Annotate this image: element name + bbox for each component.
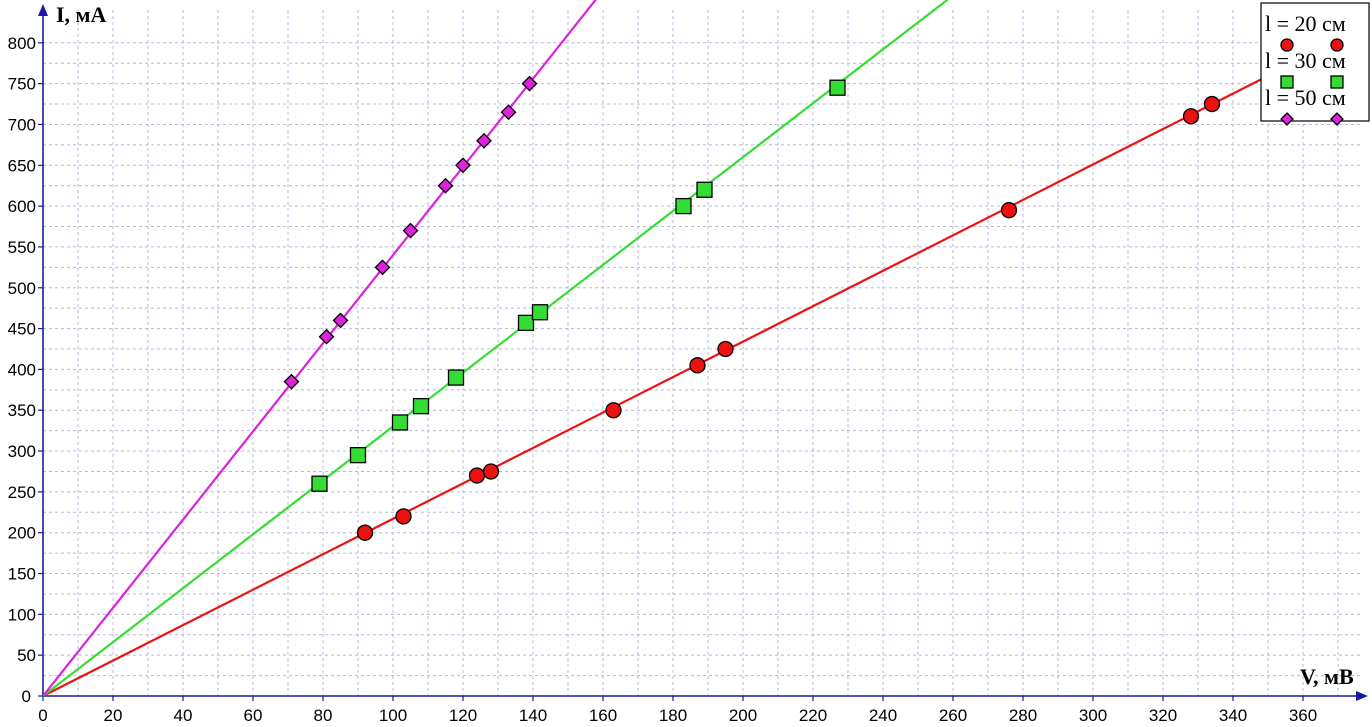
x-tick-label: 280	[1009, 706, 1037, 725]
x-tick-label: 240	[869, 706, 897, 725]
x-tick-label: 260	[939, 706, 967, 725]
x-tick-label: 60	[244, 706, 263, 725]
legend-marker-circle-icon	[1330, 38, 1344, 52]
data-point-series-3	[318, 328, 335, 345]
data-point-series-3	[374, 259, 391, 276]
x-tick-label: 40	[174, 706, 193, 725]
data-point-series-2	[696, 181, 713, 198]
x-axis-arrow-icon	[1356, 691, 1368, 701]
x-tick-label: 120	[449, 706, 477, 725]
y-tick-label: 150	[8, 565, 36, 584]
y-tick-label: 500	[8, 279, 36, 298]
data-point-series-1	[1000, 202, 1018, 219]
y-tick-label: 450	[8, 320, 36, 339]
legend-marker-diamond-icon	[1280, 112, 1294, 126]
y-tick-label: 700	[8, 115, 36, 134]
data-point-series-1	[717, 340, 734, 358]
data-point-series-3	[283, 373, 300, 390]
y-tick-label: 50	[17, 646, 36, 665]
data-point-series-1	[395, 508, 412, 525]
y-tick-label: 400	[8, 360, 36, 379]
data-points	[283, 75, 1221, 541]
data-point-series-2	[447, 369, 465, 386]
grid	[43, 10, 1362, 696]
y-tick-labels: 0 50 100 150 200 250 300 350 400 450 500 550 600 650 7…	[8, 34, 43, 706]
data-point-series-1	[1203, 95, 1221, 113]
legend-marker-diamond-icon	[1330, 112, 1344, 126]
data-point-series-1	[482, 463, 500, 480]
y-tick-label: 350	[8, 401, 36, 420]
y-tick-label: 300	[8, 442, 36, 461]
legend-marker-square-icon	[1280, 75, 1294, 89]
data-point-series-3	[402, 222, 419, 239]
data-point-series-2	[349, 446, 367, 464]
fit-line-series-3	[43, 0, 597, 696]
legend-label: l = 20 см	[1265, 11, 1346, 36]
legend: l = 20 см l = 30 см l = 50 см	[1260, 2, 1370, 126]
x-tick-label: 160	[589, 706, 617, 725]
data-point-series-2	[412, 397, 430, 415]
x-tick-label: 80	[314, 706, 333, 725]
y-tick-label: 200	[8, 524, 36, 543]
x-tick-labels: 0 20 40 60 80 100 120 140 160 180 200 220 240 260 280 3…	[38, 696, 1317, 725]
y-tick-label: 250	[8, 483, 36, 502]
fit-line-series-2	[43, 0, 949, 696]
data-point-series-2	[829, 79, 846, 96]
x-tick-label: 340	[1219, 706, 1247, 725]
x-tick-label: 140	[519, 706, 547, 725]
x-tick-label: 200	[729, 706, 757, 725]
data-point-series-3	[500, 104, 517, 121]
legend-label: l = 30 см	[1265, 48, 1346, 73]
data-point-series-2	[531, 304, 549, 321]
x-tick-label: 180	[659, 706, 687, 725]
data-point-series-3	[476, 132, 492, 149]
data-point-series-3	[332, 312, 349, 329]
legend-marker-square-icon	[1330, 75, 1344, 89]
data-point-series-1	[1182, 108, 1200, 125]
data-point-series-3	[521, 75, 538, 92]
data-point-series-1	[468, 467, 486, 484]
y-tick-label: 750	[8, 75, 36, 94]
y-tick-label: 0	[22, 687, 31, 706]
data-point-series-1	[605, 402, 622, 419]
x-tick-label: 100	[379, 706, 407, 725]
data-point-series-1	[689, 357, 706, 374]
legend-label: l = 50 см	[1265, 85, 1346, 110]
data-point-series-2	[311, 475, 328, 492]
x-tick-label: 360	[1289, 706, 1317, 725]
data-point-series-2	[391, 414, 409, 431]
y-tick-label: 800	[8, 34, 36, 53]
x-tick-label: 0	[38, 706, 47, 725]
legend-marker-circle-icon	[1280, 38, 1294, 52]
x-tick-label: 20	[104, 706, 123, 725]
data-point-series-3	[455, 157, 471, 174]
data-point-series-1	[356, 524, 374, 541]
y-tick-label: 100	[8, 605, 36, 624]
x-axis-title: V, мВ	[1300, 664, 1354, 689]
axes	[38, 4, 1368, 701]
y-tick-label: 650	[8, 156, 36, 175]
x-tick-label: 300	[1079, 706, 1107, 725]
legend-box	[1260, 2, 1370, 122]
x-tick-label: 220	[799, 706, 827, 725]
data-point-series-2	[675, 197, 692, 215]
y-axis-arrow-icon	[38, 4, 48, 16]
data-point-series-3	[437, 177, 454, 194]
y-axis-title: I, мА	[56, 2, 107, 27]
data-point-series-2	[517, 314, 535, 332]
x-tick-label: 320	[1149, 706, 1177, 725]
y-tick-label: 600	[8, 197, 36, 216]
y-tick-label: 550	[8, 238, 36, 257]
